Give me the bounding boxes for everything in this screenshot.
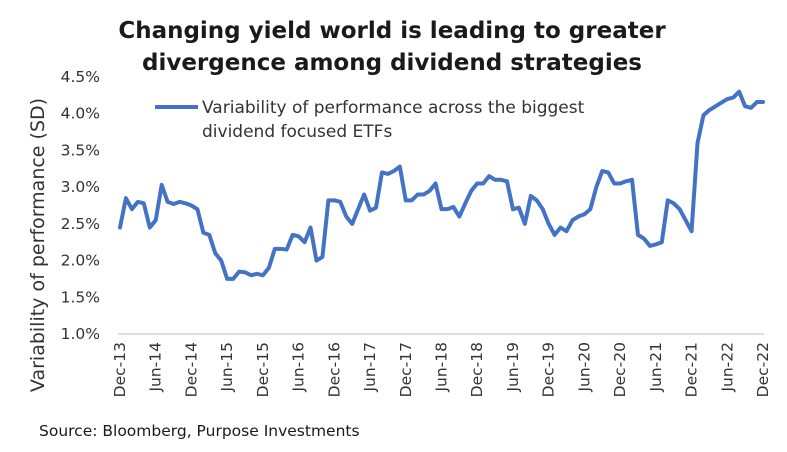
y-tick-label: 4.5% [61,68,100,86]
series-line [118,89,765,281]
x-tick-label: Jun-17 [361,342,379,393]
y-tick-label: 4.0% [61,105,100,123]
y-tick-label: 2.5% [61,215,100,233]
x-tick-label: Dec-17 [397,342,415,397]
x-axis-ticks: Dec-13 Jun-14 Dec-14 Jun-15 Dec-15 Jun-16 Dec-… [111,342,772,397]
x-tick-label: Dec-20 [611,342,629,397]
legend-label-line-1: Variability of performance across the bi… [202,98,585,118]
x-tick-label: Jun-18 [433,342,451,393]
chart-title-line-2: divergence among dividend strategies [142,50,642,76]
x-tick-label: Jun-15 [218,342,236,393]
x-tick-label: Dec-16 [325,342,343,397]
x-tick-label: Dec-19 [540,342,558,397]
chart-title-line-1: Changing yield world is leading to great… [118,18,666,44]
x-tick-label: Dec-22 [754,342,772,397]
legend-label-line-2: dividend focused ETFs [202,122,392,142]
y-tick-label: 1.0% [61,325,100,343]
x-tick-label: Jun-20 [575,342,593,393]
x-tick-label: Jun-14 [147,342,165,393]
x-tick-label: Dec-21 [683,342,701,397]
y-axis-label: Variability of performance (SD) [27,98,49,392]
y-tick-label: 1.5% [61,288,100,306]
x-tick-label: Dec-18 [468,342,486,397]
x-tick-label: Dec-14 [182,342,200,397]
y-tick-label: 3.5% [61,141,100,159]
x-tick-label: Jun-21 [647,342,665,393]
x-tick-label: Jun-16 [290,342,308,393]
y-axis-ticks: 1.0% 1.5% 2.0% 2.5% 3.0% 3.5% 4.0% 4.5% [61,68,100,343]
x-tick-label: Jun-19 [504,342,522,393]
source-note: Source: Bloomberg, Purpose Investments [39,422,360,440]
legend: Variability of performance across the bi… [155,98,585,142]
x-tick-label: Jun-22 [718,342,736,393]
x-tick-label: Dec-15 [254,342,272,397]
x-tick-label: Dec-13 [111,342,129,397]
y-tick-label: 3.0% [61,178,100,196]
y-tick-label: 2.0% [61,252,100,270]
